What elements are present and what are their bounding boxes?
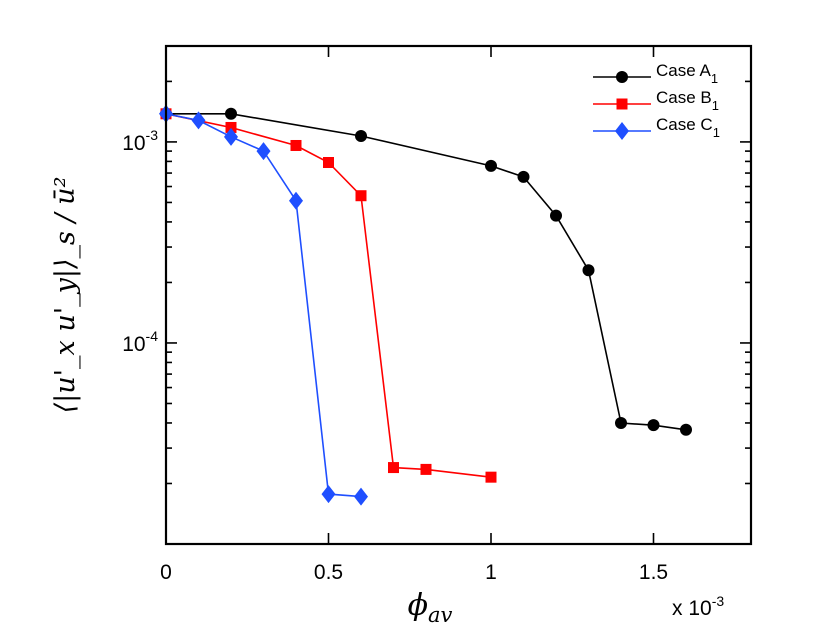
legend-marker [616,71,628,83]
legend-label-name: Case C [656,115,713,134]
data-point [420,463,432,475]
x-tick-label: 1.5 [639,561,668,584]
y-tick-label: 10-3 [122,127,158,155]
y-axis-title: ⟨|u'_x u'_y|⟩_s / ū² [50,177,81,414]
data-point [550,209,562,222]
series-diamond [159,104,368,506]
data-point [615,416,627,429]
y-tick-labels: 10-310-4 [122,127,158,356]
legend-label-name: Case B [656,88,712,107]
legend-label: Case B1 [656,88,719,113]
data-point [582,264,595,277]
legend-item: Case A1 [593,61,718,86]
data-point [225,121,237,133]
data-point [354,487,368,506]
x-tick-label: 0.5 [314,561,343,584]
x-tick-label: 0 [160,561,172,584]
data-point [191,111,206,130]
series-line [166,113,687,431]
data-point [256,142,271,161]
data-point [517,170,530,183]
legend-marker [615,122,629,140]
legend-label-name: Case A [656,61,711,80]
y-tick-label-exp: -4 [146,328,159,344]
legend-label-sub: 1 [713,125,720,140]
plot-frame [164,44,753,546]
y-tick-label-exp: -3 [146,127,159,143]
data-point [225,107,237,120]
x-tick-label: 1 [485,561,497,584]
data-point [289,191,303,210]
data-point [355,190,367,202]
legend-marker [616,98,628,110]
x-tick-labels: 0 0.5 1 1.5 [160,561,668,584]
x-axis-title: ϕav [408,588,453,625]
legend-label: Case C1 [656,115,720,140]
data-point [321,485,336,504]
legend-label-sub: 1 [712,98,719,113]
data-point [485,471,497,483]
series-layer [159,104,692,506]
data-point [323,157,334,169]
x-multiplier: x 10-3 [672,593,724,620]
data-point [224,127,238,146]
legend-label-sub: 1 [711,71,718,86]
legend-item: Case C1 [593,115,720,140]
data-point [485,159,497,172]
y-tick-label: 10-4 [122,328,158,356]
data-point [388,462,399,474]
legend-label: Case A1 [656,61,718,86]
y-tick-label-base: 10 [122,333,145,356]
plot-background [166,46,751,544]
data-point [290,139,302,151]
y-tick-label-base: 10 [122,132,145,155]
data-point [355,130,367,143]
data-point [647,419,660,432]
data-point [680,423,692,436]
series-circle [160,107,692,436]
legend-item: Case B1 [593,88,719,113]
